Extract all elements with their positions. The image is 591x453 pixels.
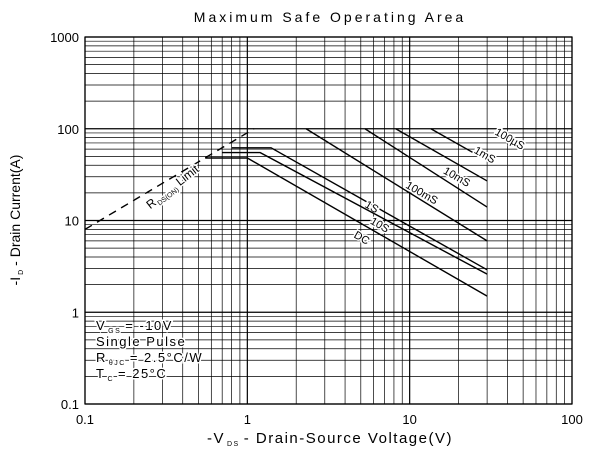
annotation-line-rest: = -10V <box>125 318 173 333</box>
series-line <box>364 128 488 208</box>
annotation-line-rest: = 2.5°C/W <box>130 350 203 365</box>
series-label: DC <box>352 229 372 247</box>
series-label: 10mS <box>441 165 472 190</box>
series-line <box>395 128 488 182</box>
x-tick-label: 0.1 <box>76 412 94 427</box>
annotation-line-main: R <box>96 350 107 365</box>
y-tick-label: 0.1 <box>61 397 79 412</box>
x-tick-label: 10 <box>402 412 416 427</box>
annotation-line: V GS = -10V <box>96 318 173 335</box>
y-tick-label: 1000 <box>50 30 79 45</box>
x-axis-label-rest: - Drain-Source Voltage(V) <box>244 430 453 447</box>
y-tick-label: 1 <box>72 305 79 320</box>
series-line <box>430 128 488 162</box>
x-axis-label: -V DS - Drain-Source Voltage(V) <box>207 430 453 448</box>
series-label-sub: DS(ON) <box>157 187 181 208</box>
annotation-line-main: T <box>96 366 105 381</box>
series-label: RDS(ON)Limit <box>143 162 203 214</box>
series-label: 1mS <box>472 145 498 167</box>
y-axis-label-rest: - Drain Current(A) <box>7 155 23 266</box>
series-line <box>305 128 488 242</box>
x-tick-label: 100 <box>561 412 583 427</box>
plot-frame <box>84 36 573 405</box>
series-line <box>205 157 488 297</box>
series-line <box>222 151 488 275</box>
annotation-line: T C = 25°C <box>96 366 167 383</box>
series-label: 100µS <box>493 126 527 152</box>
series-label-rest: Limit <box>173 162 202 189</box>
y-axis-label-main: -I <box>7 277 23 286</box>
y-tick-label: 100 <box>57 122 79 137</box>
annotation-line-sub: GS <box>108 328 121 335</box>
chart-title: Maximum Safe Operating Area <box>194 9 466 25</box>
series-label: 10S <box>368 215 391 235</box>
x-tick-label: 1 <box>244 412 251 427</box>
y-axis-label-sub: D <box>18 270 25 275</box>
annotation-line-sub: θJC <box>109 360 126 367</box>
x-axis-label-main: -V <box>207 430 225 447</box>
y-axis-label: -I D - Drain Current(A) <box>7 155 25 286</box>
series-label: 100mS <box>403 179 439 207</box>
annotation-line-rest: = 25°C <box>118 366 167 381</box>
series-line <box>84 128 255 230</box>
annotation-line: Single Pulse <box>96 334 186 349</box>
annotation-line-sub: C <box>107 376 114 383</box>
series-line <box>231 147 488 271</box>
x-axis-label-sub: DS <box>227 441 240 448</box>
y-tick-label: 10 <box>65 214 79 229</box>
annotation-line-main: V <box>96 318 106 333</box>
annotation-line-main: Single Pulse <box>96 334 186 349</box>
